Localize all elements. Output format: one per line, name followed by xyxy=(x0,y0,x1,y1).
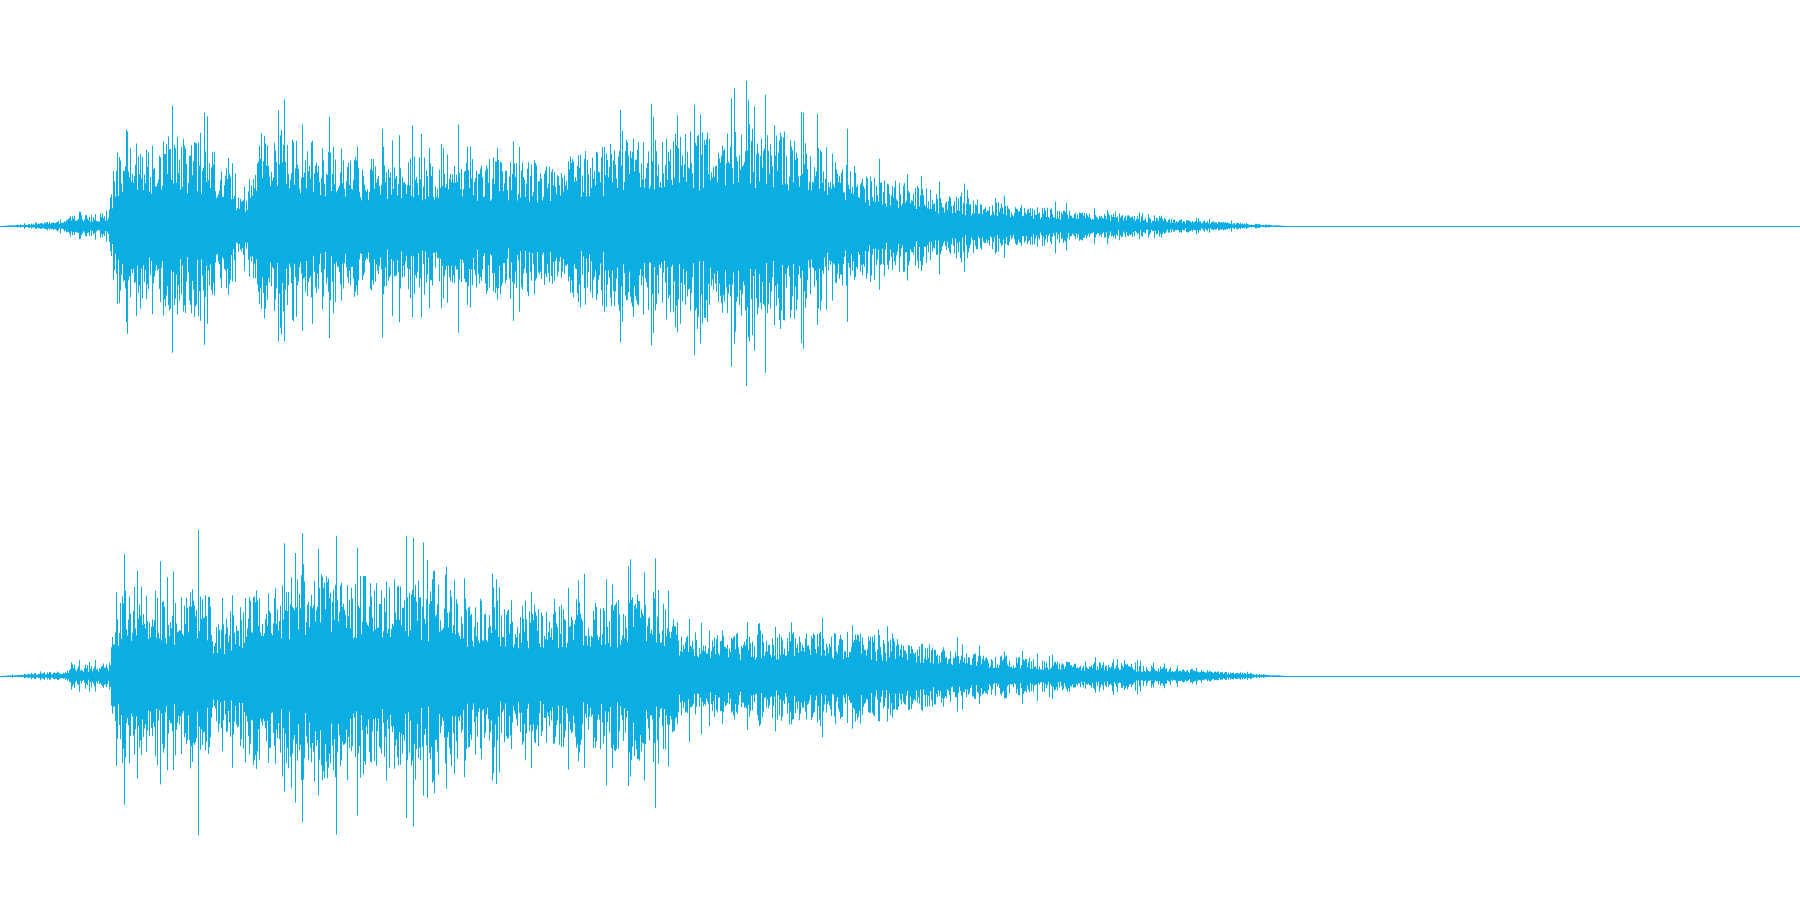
channel-2-waveform xyxy=(0,529,1800,836)
channel-2-signal xyxy=(2,529,1286,836)
channel-1-signal xyxy=(2,80,1286,386)
channel-1-waveform xyxy=(0,80,1800,386)
